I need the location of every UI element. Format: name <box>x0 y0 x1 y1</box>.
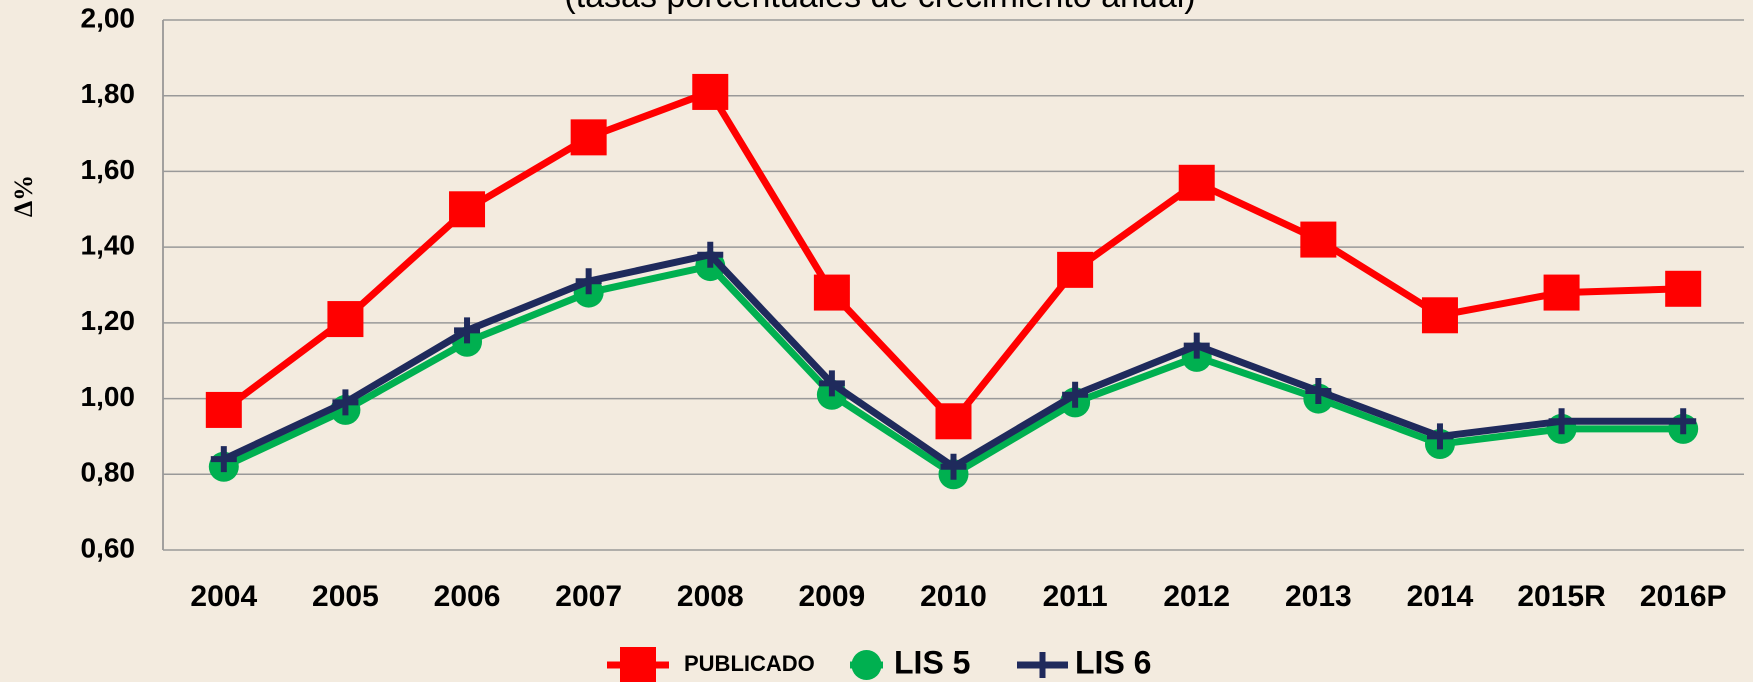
marker-cross <box>1305 378 1332 404</box>
x-tick-label: 2008 <box>677 580 744 613</box>
x-tick-label: 2014 <box>1407 580 1474 613</box>
marker-square <box>1057 251 1094 288</box>
marker-square <box>1543 274 1580 311</box>
marker-cross <box>1670 408 1697 435</box>
x-tick-label: 2005 <box>312 580 379 613</box>
y-tick-label: 1,00 <box>81 381 136 412</box>
marker-cross <box>332 389 359 416</box>
marker-square <box>620 647 656 682</box>
chart-subtitle: (tasas porcentuales de crecimiento anual… <box>564 0 1195 15</box>
x-tick-label: 2007 <box>555 580 622 613</box>
marker-circle <box>851 650 882 680</box>
marker-square <box>1300 221 1337 258</box>
marker-square <box>813 274 850 311</box>
marker-cross <box>210 446 237 473</box>
x-tick-label: 2006 <box>434 580 501 613</box>
x-tick-label: 2010 <box>920 580 987 613</box>
y-tick-label: 0,60 <box>81 532 136 563</box>
marker-cross <box>818 370 845 397</box>
marker-cross <box>1183 332 1210 359</box>
marker-square <box>1421 297 1458 334</box>
marker-square <box>1178 164 1215 201</box>
y-tick-label: 0,80 <box>81 457 136 488</box>
x-tick-label: 2011 <box>1043 580 1108 613</box>
y-tick-label: 2,00 <box>81 2 136 33</box>
y-tick-label: 1,20 <box>81 305 136 336</box>
marker-square <box>935 403 972 440</box>
x-tick-label: 2016P <box>1640 580 1727 613</box>
marker-square <box>1665 270 1702 307</box>
marker-cross <box>1029 652 1056 678</box>
x-tick-label: 2015R <box>1517 580 1606 613</box>
marker-cross <box>1062 381 1089 408</box>
marker-square <box>692 73 729 110</box>
x-tick-label: 2004 <box>190 580 257 613</box>
legend-label: PUBLICADO <box>684 651 815 676</box>
marker-cross <box>1426 423 1453 450</box>
marker-square <box>327 301 364 338</box>
y-tick-label: 1,40 <box>81 230 136 261</box>
x-tick-label: 2009 <box>799 580 866 613</box>
legend-label: LIS 5 <box>894 644 970 680</box>
x-tick-label: 2012 <box>1163 580 1230 613</box>
y-tick-label: 1,80 <box>81 78 136 109</box>
x-tick-label: 2013 <box>1285 580 1352 613</box>
legend-label: LIS 6 <box>1075 644 1151 680</box>
marker-cross <box>575 268 602 295</box>
marker-square <box>205 391 242 428</box>
y-axis-label: Δ% <box>9 175 38 217</box>
y-tick-label: 1,60 <box>81 154 136 185</box>
marker-cross <box>1548 408 1575 435</box>
marker-square <box>570 119 607 156</box>
marker-cross <box>940 453 967 480</box>
marker-cross <box>454 317 481 344</box>
marker-cross <box>697 241 724 268</box>
marker-square <box>449 191 486 228</box>
